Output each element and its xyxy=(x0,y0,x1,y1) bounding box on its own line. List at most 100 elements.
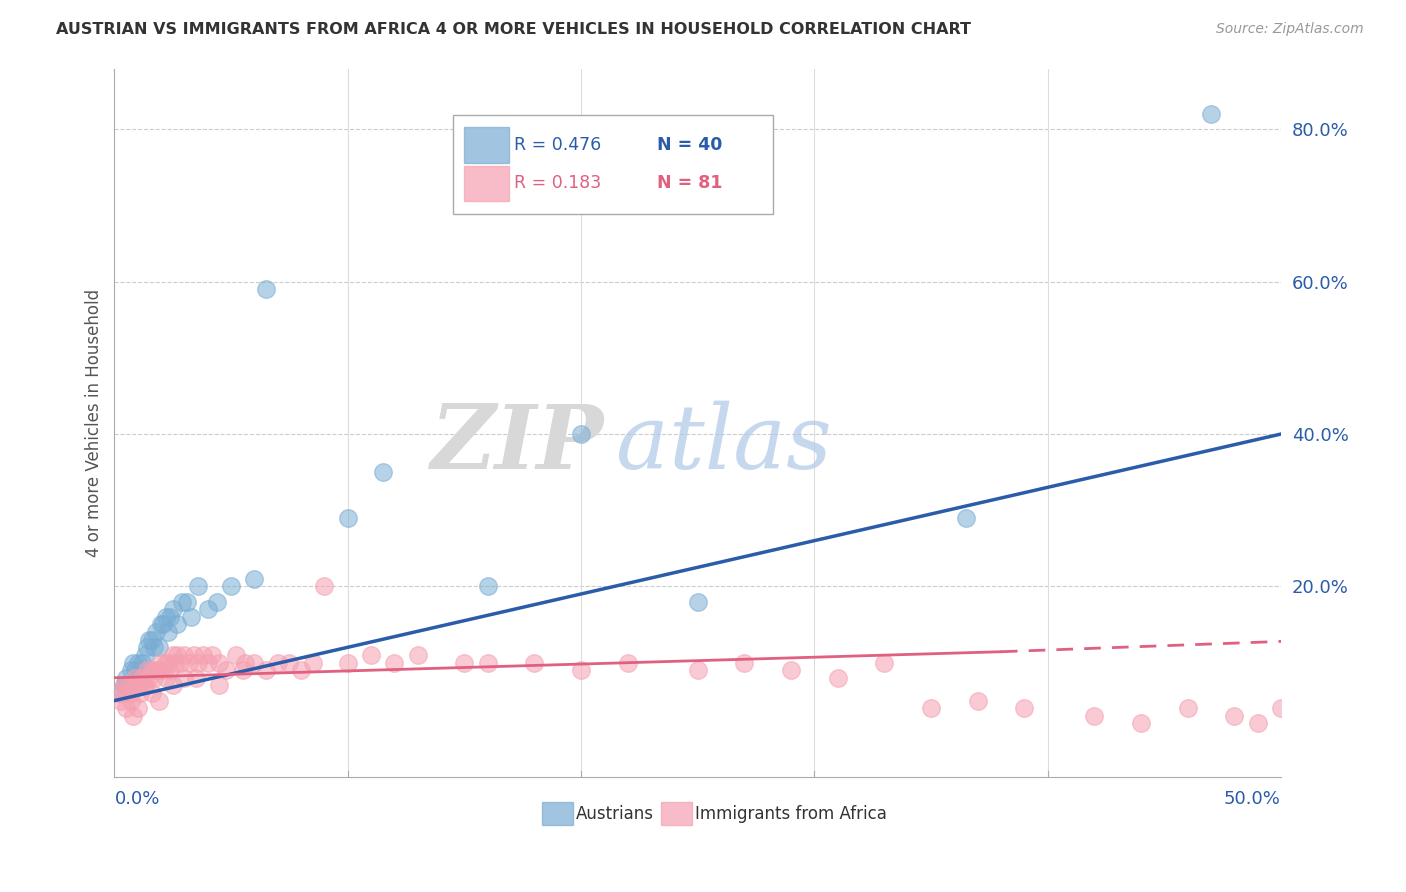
Point xyxy=(117,678,139,692)
Text: 50.0%: 50.0% xyxy=(1225,790,1281,808)
Point xyxy=(170,594,193,608)
Point xyxy=(176,594,198,608)
Point xyxy=(477,579,499,593)
Point xyxy=(873,656,896,670)
Point xyxy=(124,671,146,685)
Point xyxy=(187,579,209,593)
Point xyxy=(336,656,359,670)
Point xyxy=(138,632,160,647)
Point xyxy=(173,671,195,685)
Point xyxy=(225,648,247,662)
FancyBboxPatch shape xyxy=(661,802,692,825)
Point xyxy=(117,678,139,692)
Point xyxy=(131,656,153,670)
Point xyxy=(187,656,209,670)
Point xyxy=(141,686,163,700)
Point xyxy=(110,693,132,707)
Text: R = 0.476: R = 0.476 xyxy=(515,136,602,154)
Point xyxy=(134,648,156,662)
Point xyxy=(290,663,312,677)
Point xyxy=(120,693,142,707)
Point xyxy=(152,617,174,632)
Point xyxy=(1129,716,1152,731)
Point xyxy=(159,610,181,624)
Point xyxy=(112,678,135,692)
Point xyxy=(1012,701,1035,715)
Point xyxy=(1199,107,1222,121)
Point xyxy=(184,671,207,685)
Point xyxy=(201,648,224,662)
Point xyxy=(166,617,188,632)
Point xyxy=(278,656,301,670)
Point xyxy=(920,701,942,715)
Point xyxy=(169,656,191,670)
FancyBboxPatch shape xyxy=(453,114,773,214)
Point xyxy=(686,663,709,677)
Point xyxy=(477,656,499,670)
Point xyxy=(141,632,163,647)
Text: AUSTRIAN VS IMMIGRANTS FROM AFRICA 4 OR MORE VEHICLES IN HOUSEHOLD CORRELATION C: AUSTRIAN VS IMMIGRANTS FROM AFRICA 4 OR … xyxy=(56,22,972,37)
Point xyxy=(955,511,977,525)
Point xyxy=(166,648,188,662)
Point xyxy=(127,701,149,715)
Point xyxy=(155,610,177,624)
Point xyxy=(382,656,405,670)
Point xyxy=(523,656,546,670)
Point xyxy=(232,663,254,677)
Point xyxy=(134,678,156,692)
Point xyxy=(122,678,145,692)
Point xyxy=(122,656,145,670)
Point xyxy=(966,693,988,707)
Point xyxy=(301,656,323,670)
Point xyxy=(453,656,475,670)
Point xyxy=(165,656,187,670)
Point xyxy=(143,640,166,655)
Point xyxy=(129,686,152,700)
Text: R = 0.183: R = 0.183 xyxy=(515,174,602,193)
Point xyxy=(112,678,135,692)
Point xyxy=(173,648,195,662)
Point xyxy=(1246,716,1268,731)
Point xyxy=(150,656,173,670)
Point xyxy=(127,656,149,670)
Text: ZIP: ZIP xyxy=(430,401,605,487)
Text: Source: ZipAtlas.com: Source: ZipAtlas.com xyxy=(1216,22,1364,37)
Point xyxy=(360,648,382,662)
Point xyxy=(145,663,167,677)
Point xyxy=(569,663,592,677)
Point xyxy=(162,602,184,616)
Point xyxy=(131,671,153,685)
Text: Austrians: Austrians xyxy=(576,805,654,822)
Point xyxy=(157,625,180,640)
Point xyxy=(336,511,359,525)
Point xyxy=(197,602,219,616)
Point xyxy=(219,579,242,593)
Text: 0.0%: 0.0% xyxy=(114,790,160,808)
Point xyxy=(148,640,170,655)
Point xyxy=(569,427,592,442)
Point xyxy=(120,663,142,677)
Point xyxy=(155,656,177,670)
Point xyxy=(120,686,142,700)
Point xyxy=(124,663,146,677)
Point xyxy=(122,709,145,723)
Point xyxy=(148,693,170,707)
Point xyxy=(136,663,159,677)
Point xyxy=(159,663,181,677)
Point xyxy=(267,656,290,670)
Point xyxy=(1083,709,1105,723)
Point xyxy=(136,640,159,655)
Point xyxy=(406,648,429,662)
Point xyxy=(152,663,174,677)
Point xyxy=(254,663,277,677)
Y-axis label: 4 or more Vehicles in Household: 4 or more Vehicles in Household xyxy=(86,289,103,557)
Point xyxy=(208,656,231,670)
Point xyxy=(371,465,394,479)
Point xyxy=(157,656,180,670)
Point xyxy=(686,594,709,608)
Point xyxy=(148,663,170,677)
Point xyxy=(108,686,131,700)
Point xyxy=(1177,701,1199,715)
Text: atlas: atlas xyxy=(616,401,832,487)
Point xyxy=(143,671,166,685)
